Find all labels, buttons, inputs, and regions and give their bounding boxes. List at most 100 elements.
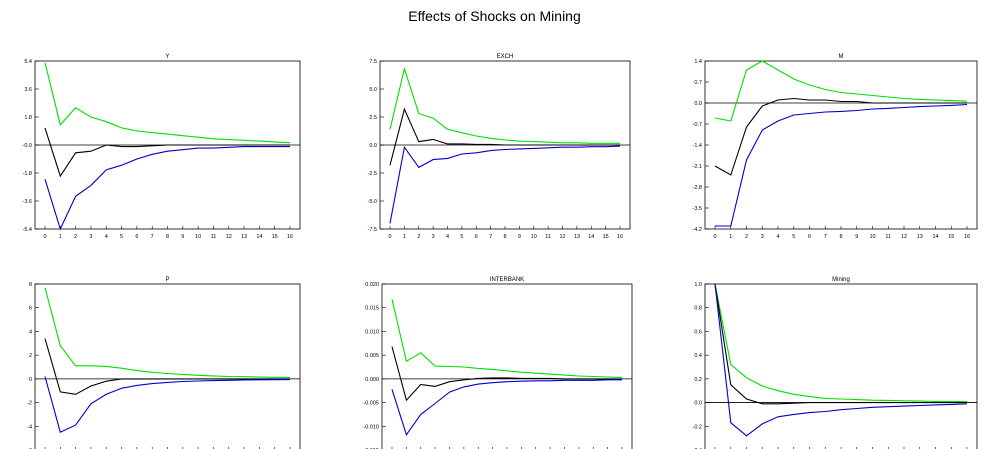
y-tick-label: -3.6 <box>23 199 32 205</box>
panel-m: M1.40.70.0-0.7-1.4-2.1-2.8-3.5-4.20 1 2 3 4 5… <box>693 54 978 240</box>
y-tick-label: 0.020 <box>365 282 379 288</box>
x-tick-label: 5 <box>460 234 463 240</box>
x-tick-label: 15 <box>948 234 954 240</box>
y-tick-label: 0.000 <box>365 377 379 383</box>
lower-band-line <box>44 146 290 231</box>
x-tick-label: 10 <box>869 234 875 240</box>
x-tick-label: 0 <box>713 234 716 240</box>
y-tick-label: -7.5 <box>368 227 377 233</box>
x-tick-label: 13 <box>574 234 580 240</box>
response-line <box>391 346 622 402</box>
y-tick-label: -2.5 <box>368 171 377 177</box>
x-tick-label: 10 <box>531 234 537 240</box>
x-tick-label: 8 <box>839 234 842 240</box>
x-tick-label: 11 <box>885 234 891 240</box>
x-tick-label: 6 <box>135 234 138 240</box>
x-tick-label: 1 <box>403 234 406 240</box>
y-tick-label: 2 <box>29 353 32 359</box>
plot-frame <box>381 283 633 449</box>
upper-band-line <box>714 60 968 122</box>
lower-band-line <box>389 145 621 224</box>
y-tick-label: -2 <box>27 401 32 407</box>
x-tick-label: 2 <box>417 234 420 240</box>
x-tick-label: 2 <box>745 234 748 240</box>
x-tick-label: 4 <box>446 234 449 240</box>
x-tick-label: 8 <box>166 234 169 240</box>
lower-band-line <box>44 376 291 433</box>
x-tick-label: 3 <box>761 234 764 240</box>
y-tick-label: -5.0 <box>368 199 377 205</box>
panel-title: Y <box>165 54 169 60</box>
y-tick-label: -0.010 <box>363 424 379 430</box>
x-tick-label: 1 <box>729 234 732 240</box>
y-tick-label: -1.4 <box>693 143 702 149</box>
y-tick-label: 5.0 <box>369 87 377 93</box>
y-tick-label: -4.2 <box>693 227 702 233</box>
x-tick-label: 11 <box>211 234 217 240</box>
y-tick-label: -2.8 <box>693 185 702 191</box>
x-tick-label: 15 <box>603 234 609 240</box>
x-tick-label: 4 <box>776 234 779 240</box>
y-tick-label: 0.0 <box>369 143 377 149</box>
response-line <box>44 338 290 395</box>
response-line <box>714 283 967 405</box>
x-tick-label: 1 <box>59 234 62 240</box>
plot-frame <box>704 283 978 449</box>
panel-title: EXCH <box>497 54 514 60</box>
y-tick-label: 0.010 <box>365 329 379 335</box>
x-tick-label: 14 <box>932 234 938 240</box>
x-tick-label: 9 <box>855 234 858 240</box>
x-tick-label: 9 <box>181 234 184 240</box>
lower-band-line <box>715 103 968 227</box>
upper-band-line <box>389 66 620 144</box>
y-tick-label: -0.7 <box>693 122 702 128</box>
panel-title: P <box>165 277 169 283</box>
y-tick-label: -2.1 <box>693 164 702 170</box>
x-tick-label: 7 <box>151 234 154 240</box>
x-tick-label: 12 <box>226 234 232 240</box>
y-tick-label: 0.0 <box>694 401 702 407</box>
x-tick-label: 13 <box>241 234 247 240</box>
y-tick-label: 0.6 <box>694 329 702 335</box>
y-tick-label: -0.0 <box>23 143 32 149</box>
x-tick-label: 5 <box>792 234 795 240</box>
x-tick-label: 12 <box>901 234 907 240</box>
panel-title: Mining <box>832 277 850 283</box>
y-tick-label: 2.5 <box>369 115 377 121</box>
x-tick-label: 9 <box>518 234 521 240</box>
y-tick-label: -1.8 <box>23 171 32 177</box>
response-line <box>44 127 290 178</box>
response-line <box>389 107 620 166</box>
upper-band-line <box>44 62 291 144</box>
upper-band-line <box>391 299 623 378</box>
panel-mining: Mining1.00.80.60.40.20.0-0.2-0.401234567… <box>693 277 978 449</box>
x-tick-label: 16 <box>617 234 623 240</box>
x-tick-label: 6 <box>475 234 478 240</box>
lower-band-line <box>391 379 622 437</box>
x-tick-label: 7 <box>824 234 827 240</box>
x-tick-label: 10 <box>195 234 201 240</box>
panel-title: M <box>839 54 844 60</box>
lower-band-line <box>714 283 968 437</box>
y-tick-label: 0.005 <box>365 353 379 359</box>
y-tick-label: 7.5 <box>369 59 377 65</box>
y-tick-label: 4 <box>29 329 32 335</box>
y-tick-label: 0.2 <box>694 377 702 383</box>
y-tick-label: 6 <box>29 306 32 312</box>
y-tick-label: 0.0 <box>694 101 702 107</box>
x-tick-label: 3 <box>89 234 92 240</box>
response-line <box>714 97 967 176</box>
x-tick-label: 8 <box>503 234 506 240</box>
x-tick-label: 13 <box>917 234 923 240</box>
y-tick-label: 5.4 <box>24 59 32 65</box>
y-tick-label: 1.0 <box>694 282 702 288</box>
x-tick-label: 6 <box>808 234 811 240</box>
upper-band-line <box>714 283 968 403</box>
y-tick-label: -0.005 <box>363 401 379 407</box>
y-tick-label: 0.8 <box>694 306 702 312</box>
x-tick-label: 5 <box>120 234 123 240</box>
x-tick-label: 11 <box>545 234 551 240</box>
panel-y: Y5.43.61.8-0.0-1.8-3.6-5.40 1 2 3 4 5 6 7 8 9 10 11… <box>23 54 301 240</box>
